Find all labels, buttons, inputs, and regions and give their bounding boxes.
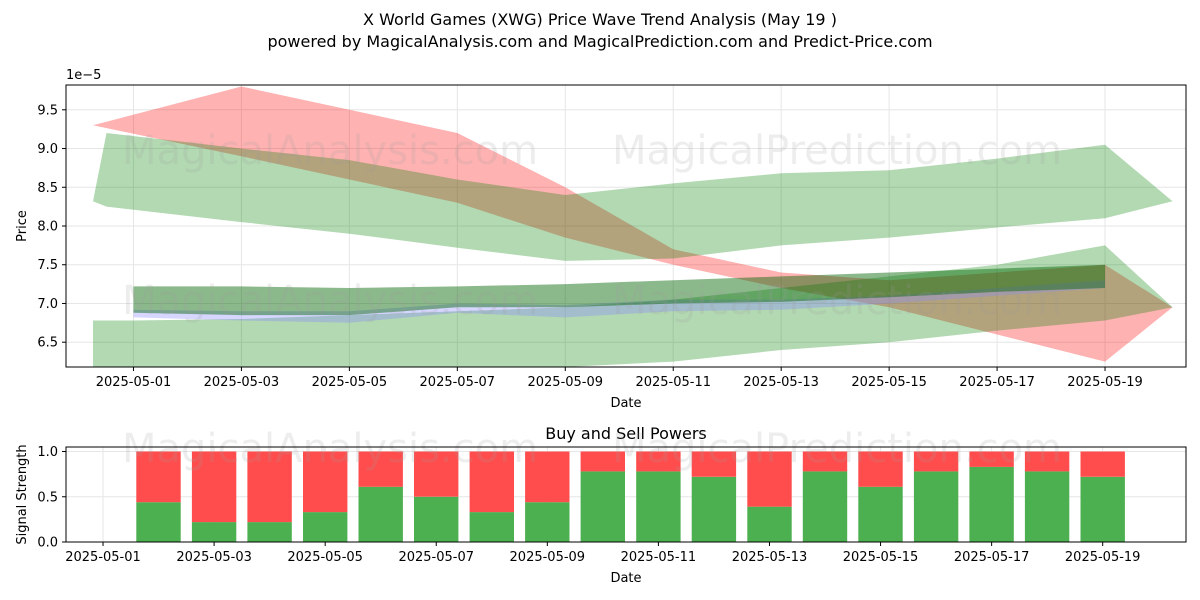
sell-bar xyxy=(913,451,959,472)
buy-bar xyxy=(247,522,292,542)
powers-x-tick-label: 2025-05-11 xyxy=(621,550,697,565)
powers-axes: 0.0 0.5 1.0 2025-05-01 2025-05-03 2025-05-05 2… xyxy=(37,445,1140,565)
buy-bar xyxy=(969,466,1014,542)
chart-title: X World Games (XWG) Price Wave Trend Ana… xyxy=(363,10,837,29)
powers-chart-title: Buy and Sell Powers xyxy=(545,424,707,443)
powers-x-tick-label: 2025-05-03 xyxy=(176,550,252,565)
price-y-tick-label: 6.5 xyxy=(37,336,58,351)
sell-bar xyxy=(802,451,848,472)
watermark-text: MagicalAnalysis.com xyxy=(122,426,538,472)
price-grid xyxy=(66,85,1186,367)
price-x-tick-label: 2025-05-07 xyxy=(420,375,496,390)
buy-bar xyxy=(1024,471,1070,542)
chart-subtitle: powered by MagicalAnalysis.com and Magic… xyxy=(267,32,933,51)
powers-x-tick-label: 2025-05-09 xyxy=(510,550,586,565)
powers-watermarks: MagicalAnalysis.com MagicalPrediction.com xyxy=(122,426,1062,472)
sell-bar xyxy=(580,451,625,472)
powers-x-tick-label: 2025-05-01 xyxy=(65,550,141,565)
watermark-text: MagicalPrediction.com xyxy=(612,278,1062,324)
sell-bar xyxy=(747,451,792,507)
buy-bar xyxy=(414,496,459,542)
sell-bar xyxy=(969,451,1014,467)
price-x-axis-label: Date xyxy=(610,396,641,411)
buy-bar xyxy=(636,471,681,542)
powers-bars xyxy=(136,451,1125,542)
buy-bar xyxy=(191,522,237,542)
sell-bar xyxy=(1024,451,1070,472)
buy-bar xyxy=(303,512,348,542)
sell-bar xyxy=(136,451,181,503)
powers-y-tick-label: 1.0 xyxy=(37,445,58,460)
buy-bar xyxy=(580,471,625,542)
price-x-tick-label: 2025-05-01 xyxy=(96,375,172,390)
price-band-dark-green-wave xyxy=(133,264,1105,316)
buy-bar xyxy=(691,476,737,542)
powers-x-tick-label: 2025-05-13 xyxy=(732,550,808,565)
powers-plot-frame xyxy=(65,446,1187,543)
buy-bar xyxy=(802,471,848,542)
sell-bar xyxy=(691,451,737,477)
price-x-tick-label: 2025-05-15 xyxy=(851,375,927,390)
price-band-red-wave xyxy=(93,86,1173,362)
sell-bar xyxy=(358,451,403,487)
powers-x-axis-label: Date xyxy=(610,571,641,586)
price-band-green-wave-lower xyxy=(93,245,1173,367)
sell-bar xyxy=(1080,451,1125,477)
buy-bar xyxy=(136,502,181,542)
price-x-tick-label: 2025-05-13 xyxy=(743,375,819,390)
price-x-tick-label: 2025-05-05 xyxy=(312,375,388,390)
sell-bar xyxy=(636,451,681,472)
sell-bar xyxy=(469,451,514,513)
buy-bar xyxy=(913,471,959,542)
price-y-tick-label: 9.0 xyxy=(37,142,58,157)
price-axes: 6.5 7.0 7.5 8.0 8.5 9.0 9.5 2025-05-01 2025-05-0… xyxy=(37,103,1143,390)
price-y-tick-label: 7.0 xyxy=(37,297,58,312)
buy-bar xyxy=(469,512,514,542)
watermark-text: MagicalAnalysis.com xyxy=(122,278,538,324)
watermark-text: MagicalPrediction.com xyxy=(612,128,1062,174)
sell-bar xyxy=(303,451,348,513)
powers-y-axis-label: Signal Strength xyxy=(15,444,30,544)
price-x-tick-label: 2025-05-03 xyxy=(204,375,280,390)
powers-y-tick-label: 0.5 xyxy=(37,490,58,505)
buy-bar xyxy=(358,486,403,542)
price-y-tick-label: 8.5 xyxy=(37,181,58,196)
buy-bar xyxy=(858,486,903,542)
sell-bar xyxy=(414,451,459,497)
buy-bar xyxy=(747,506,792,542)
price-band-green-wave-upper xyxy=(93,133,1173,261)
watermark-text: MagicalAnalysis.com xyxy=(122,128,538,174)
price-y-tick-label: 9.5 xyxy=(37,103,58,118)
powers-x-tick-label: 2025-05-15 xyxy=(843,550,919,565)
watermark-text: MagicalPrediction.com xyxy=(612,426,1062,472)
sell-bar xyxy=(191,451,237,523)
price-y-tick-label: 8.0 xyxy=(37,220,58,235)
buy-bar xyxy=(1080,476,1125,542)
powers-x-tick-label: 2025-05-07 xyxy=(398,550,474,565)
price-x-tick-label: 2025-05-11 xyxy=(635,375,711,390)
powers-x-tick-label: 2025-05-17 xyxy=(954,550,1030,565)
powers-x-tick-label: 2025-05-19 xyxy=(1065,550,1141,565)
price-y-axis-label: Price xyxy=(15,210,30,242)
sell-bar xyxy=(247,451,292,523)
price-scale-label: 1e−5 xyxy=(66,68,101,83)
powers-x-tick-label: 2025-05-05 xyxy=(287,550,363,565)
price-x-tick-label: 2025-05-17 xyxy=(959,375,1035,390)
price-wave-bands xyxy=(93,86,1173,367)
sell-bar xyxy=(525,451,570,503)
buy-bar xyxy=(525,502,570,542)
price-y-tick-label: 7.5 xyxy=(37,258,58,273)
powers-y-tick-label: 0.0 xyxy=(37,536,58,551)
price-x-tick-label: 2025-05-09 xyxy=(527,375,603,390)
sell-bar xyxy=(858,451,903,487)
price-watermarks: MagicalAnalysis.com MagicalPrediction.com… xyxy=(122,128,1062,324)
price-band-blue-wave xyxy=(133,280,1105,323)
price-x-tick-label: 2025-05-19 xyxy=(1067,375,1143,390)
